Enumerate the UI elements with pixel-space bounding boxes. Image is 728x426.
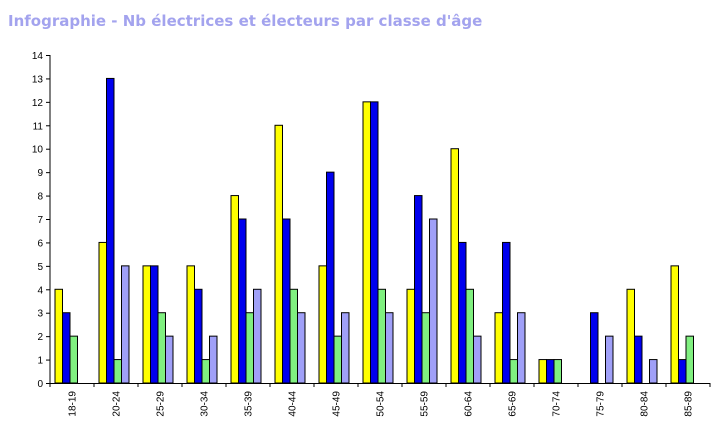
x-tick-label: 20-24 — [112, 391, 123, 417]
y-tick-label: 3 — [37, 309, 43, 320]
bar — [605, 335, 614, 384]
bar — [385, 312, 394, 384]
bar — [429, 218, 438, 384]
y-tick-label: 0 — [37, 379, 43, 390]
bar — [370, 101, 379, 384]
y-tick-label: 10 — [32, 145, 44, 156]
x-axis: 18-19 20-24 25-29 30-34 35-39 40-44 45-49 50-54… — [49, 383, 711, 417]
bar — [546, 359, 555, 384]
x-tick-label: 35-39 — [244, 391, 255, 417]
bar — [282, 218, 291, 384]
bar — [54, 288, 63, 384]
bar — [274, 124, 283, 384]
bar — [473, 335, 482, 384]
x-tick-label: 60-64 — [464, 391, 475, 417]
bar — [494, 312, 503, 384]
bar — [538, 359, 547, 384]
bar — [106, 77, 115, 384]
bar — [406, 288, 415, 384]
bar — [590, 312, 599, 384]
y-tick-label: 6 — [37, 238, 43, 249]
y-tick-label: 1 — [37, 356, 43, 367]
y-tick-label: 4 — [37, 285, 43, 296]
bar — [186, 265, 195, 384]
bar — [634, 335, 643, 384]
bar — [685, 335, 694, 384]
bar — [289, 288, 298, 384]
x-tick-label: 70-74 — [552, 391, 563, 417]
bar — [333, 335, 342, 384]
x-tick-label: 40-44 — [288, 391, 299, 417]
bar — [458, 241, 467, 384]
x-tick-label: 30-34 — [200, 391, 211, 417]
bar — [318, 265, 327, 384]
y-tick-label: 13 — [32, 74, 44, 85]
x-tick-label: 45-49 — [332, 391, 343, 417]
bar — [157, 312, 166, 384]
bar — [98, 241, 107, 384]
x-tick-label: 25-29 — [156, 391, 167, 417]
bar — [421, 312, 430, 384]
y-tick-label: 12 — [32, 98, 44, 109]
chart-title: Infographie - Nb électrices et électeurs… — [8, 12, 483, 30]
bar — [414, 195, 423, 384]
bar — [62, 312, 71, 384]
y-tick-label: 9 — [37, 168, 43, 179]
bar — [517, 312, 526, 384]
bar — [245, 312, 254, 384]
x-tick-label: 80-84 — [640, 391, 651, 417]
bar — [201, 359, 210, 384]
bar — [142, 265, 151, 384]
y-tick-label: 7 — [37, 215, 43, 226]
bar — [165, 335, 174, 384]
bar — [649, 359, 658, 384]
x-tick-label: 85-89 — [684, 391, 695, 417]
bar — [678, 359, 687, 384]
x-tick-label: 65-69 — [508, 391, 519, 417]
bar — [553, 359, 562, 384]
bar — [326, 171, 335, 384]
y-tick-label: 2 — [37, 332, 43, 343]
bar — [465, 288, 474, 384]
bar — [209, 335, 218, 384]
bar — [450, 148, 459, 384]
bar — [69, 335, 78, 384]
bar — [502, 241, 511, 384]
y-tick-label: 14 — [32, 51, 44, 62]
bars — [54, 77, 694, 384]
bar — [230, 195, 239, 384]
bar — [238, 218, 247, 384]
bar — [121, 265, 130, 384]
bar — [362, 101, 371, 384]
x-tick-label: 55-59 — [420, 391, 431, 417]
bar — [626, 288, 635, 384]
bar — [377, 288, 386, 384]
x-tick-label: 75-79 — [596, 391, 607, 417]
y-tick-label: 8 — [37, 192, 43, 203]
x-tick-label: 50-54 — [376, 391, 387, 417]
bar — [113, 359, 122, 384]
bar — [253, 288, 262, 384]
y-tick-label: 11 — [33, 121, 44, 132]
bar — [150, 265, 159, 384]
y-tick-label: 5 — [37, 262, 43, 273]
bar — [297, 312, 306, 384]
bar — [670, 265, 679, 384]
bar — [509, 359, 518, 384]
x-tick-label: 18-19 — [68, 391, 79, 417]
bar — [341, 312, 350, 384]
bar — [194, 288, 203, 384]
